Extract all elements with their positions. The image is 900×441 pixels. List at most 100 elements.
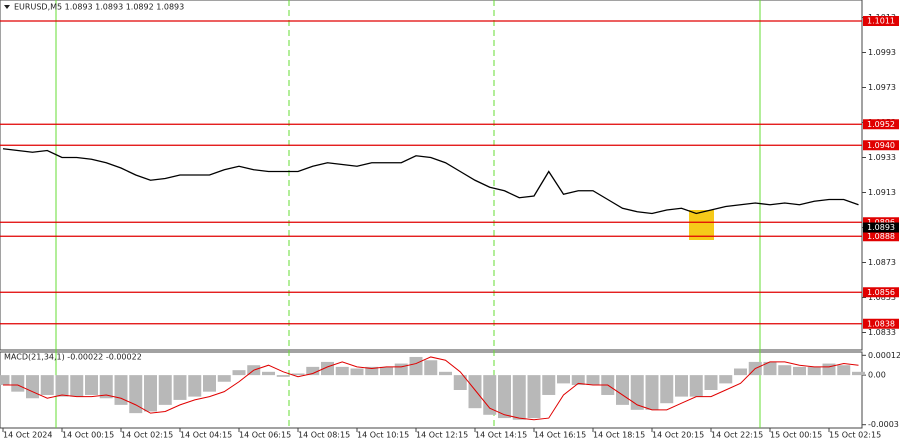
macd-bar: [188, 375, 202, 397]
macd-bar: [704, 375, 718, 390]
macd-bar: [527, 375, 541, 419]
macd-bar: [0, 375, 10, 386]
y-tick-label: 1.0913: [868, 188, 896, 197]
level-label-box: [863, 16, 899, 26]
macd-bar: [350, 368, 364, 376]
macd-bar: [837, 365, 851, 376]
level-label: 1.0888: [867, 232, 895, 241]
y-tick-label: 0.00: [868, 371, 886, 380]
macd-bar: [542, 375, 556, 395]
y-tick-label: 1.0973: [868, 83, 896, 92]
x-tick-label: 15 Oct 02:15: [829, 431, 881, 440]
macd-bar: [144, 375, 157, 412]
macd-bar: [439, 371, 452, 376]
macd-bar: [26, 375, 39, 399]
price-line: [2, 148, 859, 215]
x-tick-label: 14 Oct 02:15: [121, 431, 173, 440]
level-label-box: [863, 140, 899, 151]
macd-bar: [262, 371, 275, 376]
x-tick-label: 14 Oct 00:15: [62, 431, 114, 440]
macd-bar: [232, 370, 246, 376]
x-tick-label: 14 Oct 16:15: [534, 431, 586, 440]
level-label-box: [863, 217, 899, 228]
macd-bar: [55, 375, 69, 397]
macd-bar: [40, 375, 54, 395]
macd-bar: [616, 375, 629, 405]
macd-bar: [453, 375, 467, 390]
y-tick-label: 1.0933: [868, 153, 896, 162]
x-tick-label: 14 Oct 04:15: [180, 431, 232, 440]
macd-bar: [778, 365, 792, 376]
level-label-box: [863, 119, 899, 130]
x-tick-label: 14 Oct 2024: [3, 431, 52, 440]
y-tick-label: 1.0993: [868, 48, 896, 57]
macd-bar: [719, 375, 733, 384]
x-tick-label: 14 Oct 14:15: [475, 431, 527, 440]
highlight-box: [689, 210, 714, 240]
macd-bar: [335, 366, 349, 376]
signal-line: [3, 356, 859, 421]
macd-bar: [689, 375, 703, 397]
macd-bar: [291, 373, 305, 376]
level-label: 1.0940: [867, 141, 895, 150]
macd-bar: [99, 375, 113, 399]
menu-arrow: [4, 5, 10, 9]
macd-bar: [734, 368, 747, 376]
macd-bar: [409, 356, 423, 376]
macd-bar: [793, 366, 806, 376]
x-tick-label: 14 Oct 10:15: [357, 431, 409, 440]
y-tick-label: 0.00012: [868, 351, 900, 360]
macd-bar: [557, 375, 570, 384]
x-tick-label: 14 Oct 12:15: [416, 431, 468, 440]
macd-bar: [645, 375, 659, 410]
level-label-box: [863, 231, 899, 242]
price-panel: [0, 0, 863, 351]
chart-title: EURUSD,M5 1.0893 1.0893 1.0892 1.0893: [14, 3, 184, 12]
macd-bar: [217, 375, 231, 382]
macd-bar: [394, 363, 408, 376]
last-price-box: [863, 222, 899, 233]
y-tick-label: -0.0003: [868, 420, 899, 429]
level-label: 1.1011: [867, 17, 895, 26]
macd-bar: [822, 363, 836, 376]
macd-bar: [85, 375, 98, 395]
macd-bar: [321, 361, 334, 376]
macd-bar: [586, 375, 600, 386]
macd-bar: [763, 361, 777, 376]
macd-bar: [173, 375, 187, 400]
macd-bar: [365, 366, 379, 376]
level-label-box: [863, 287, 899, 298]
last-price-label: 1.0893: [867, 223, 895, 232]
macd-bar: [852, 371, 865, 376]
level-label: 1.0952: [867, 120, 895, 129]
macd-bar: [468, 375, 482, 409]
macd-bar: [203, 375, 216, 392]
level-label: 1.0838: [867, 319, 895, 328]
macd-bar: [276, 375, 290, 377]
macd-bar: [675, 375, 688, 397]
level-label: 1.0896: [867, 218, 895, 227]
macd-title: MACD(21,34,1) -0.00022 -0.00022: [4, 353, 142, 362]
level-label-box: [863, 318, 899, 329]
macd-bar: [660, 375, 674, 404]
y-tick-label: 1.0833: [868, 328, 896, 337]
macd-bar: [807, 366, 821, 376]
x-tick-label: 14 Oct 22:15: [711, 431, 763, 440]
macd-bar: [380, 366, 393, 376]
macd-bar: [158, 375, 172, 405]
level-label: 1.0856: [867, 288, 895, 297]
macd-bar: [498, 375, 511, 419]
x-tick-label: 15 Oct 00:15: [770, 431, 822, 440]
x-tick-label: 14 Oct 20:15: [652, 431, 704, 440]
y-tick-label: 1.0873: [868, 258, 896, 267]
x-tick-label: 14 Oct 06:15: [239, 431, 291, 440]
macd-bar: [11, 375, 25, 392]
macd-bar: [70, 375, 84, 397]
macd-bar: [306, 366, 320, 376]
macd-bar: [483, 375, 497, 415]
macd-bar: [571, 375, 585, 386]
x-tick-label: 14 Oct 18:15: [593, 431, 645, 440]
macd-bar: [630, 375, 644, 410]
x-tick-label: 14 Oct 08:15: [298, 431, 350, 440]
